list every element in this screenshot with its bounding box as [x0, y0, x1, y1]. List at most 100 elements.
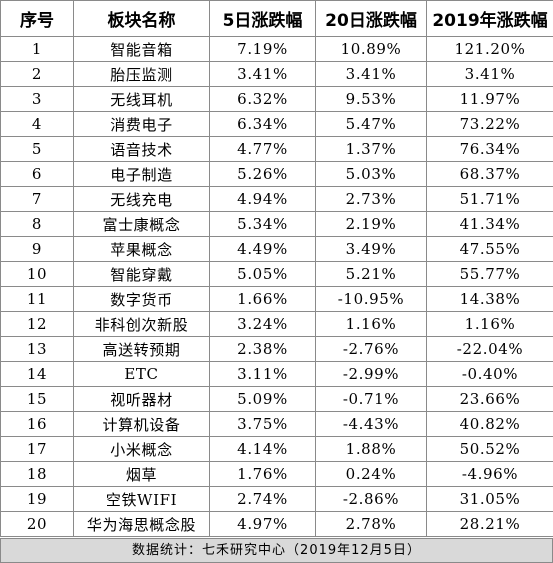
cell-2019-change: 121.20% — [427, 37, 553, 62]
cell-index: 10 — [1, 262, 74, 287]
cell-5day-change: 5.26% — [210, 162, 316, 187]
cell-20day-change: 2.78% — [316, 512, 427, 537]
cell-20day-change: -0.71% — [316, 387, 427, 412]
cell-2019-change: 23.66% — [427, 387, 553, 412]
cell-5day-change: 4.94% — [210, 187, 316, 212]
cell-index: 5 — [1, 137, 74, 162]
cell-index: 3 — [1, 87, 74, 112]
cell-sector-name: 华为海思概念股 — [74, 512, 210, 537]
cell-20day-change: -2.76% — [316, 337, 427, 362]
cell-sector-name: 智能穿戴 — [74, 262, 210, 287]
cell-sector-name: 苹果概念 — [74, 237, 210, 262]
cell-5day-change: 2.38% — [210, 337, 316, 362]
cell-20day-change: -10.95% — [316, 287, 427, 312]
cell-2019-change: 14.38% — [427, 287, 553, 312]
cell-2019-change: 3.41% — [427, 62, 553, 87]
cell-2019-change: 11.97% — [427, 87, 553, 112]
cell-5day-change: 5.05% — [210, 262, 316, 287]
header-20day-change: 20日涨跌幅 — [316, 1, 427, 37]
header-sector-name: 板块名称 — [74, 1, 210, 37]
cell-index: 15 — [1, 387, 74, 412]
table-header: 序号 板块名称 5日涨跌幅 20日涨跌幅 2019年涨跌幅 — [1, 1, 553, 37]
cell-2019-change: 40.82% — [427, 412, 553, 437]
cell-2019-change: -0.40% — [427, 362, 553, 387]
header-5day-change: 5日涨跌幅 — [210, 1, 316, 37]
cell-2019-change: 31.05% — [427, 487, 553, 512]
cell-20day-change: 1.88% — [316, 437, 427, 462]
cell-index: 18 — [1, 462, 74, 487]
cell-index: 9 — [1, 237, 74, 262]
cell-2019-change: 50.52% — [427, 437, 553, 462]
cell-5day-change: 4.77% — [210, 137, 316, 162]
cell-20day-change: 1.37% — [316, 137, 427, 162]
cell-2019-change: -22.04% — [427, 337, 553, 362]
cell-sector-name: 非科创次新股 — [74, 312, 210, 337]
cell-20day-change: 3.41% — [316, 62, 427, 87]
cell-5day-change: 5.34% — [210, 212, 316, 237]
cell-20day-change: 9.53% — [316, 87, 427, 112]
cell-2019-change: -4.96% — [427, 462, 553, 487]
cell-sector-name: 高送转预期 — [74, 337, 210, 362]
cell-20day-change: 1.16% — [316, 312, 427, 337]
cell-5day-change: 5.09% — [210, 387, 316, 412]
cell-20day-change: 5.03% — [316, 162, 427, 187]
cell-index: 16 — [1, 412, 74, 437]
cell-sector-name: 胎压监测 — [74, 62, 210, 87]
cell-20day-change: -2.86% — [316, 487, 427, 512]
cell-5day-change: 1.76% — [210, 462, 316, 487]
cell-index: 4 — [1, 112, 74, 137]
cell-2019-change: 28.21% — [427, 512, 553, 537]
cell-index: 20 — [1, 512, 74, 537]
cell-sector-name: ETC — [74, 362, 210, 387]
cell-sector-name: 无线充电 — [74, 187, 210, 212]
cell-sector-name: 烟草 — [74, 462, 210, 487]
cell-5day-change: 4.49% — [210, 237, 316, 262]
cell-5day-change: 3.24% — [210, 312, 316, 337]
cell-sector-name: 消费电子 — [74, 112, 210, 137]
cell-sector-name: 数字货币 — [74, 287, 210, 312]
cell-5day-change: 6.34% — [210, 112, 316, 137]
cell-sector-name: 计算机设备 — [74, 412, 210, 437]
data-source-footer: 数据统计：七禾研究中心（2019年12月5日） — [0, 538, 553, 563]
cell-5day-change: 3.11% — [210, 362, 316, 387]
cell-2019-change: 47.55% — [427, 237, 553, 262]
cell-2019-change: 76.34% — [427, 137, 553, 162]
cell-index: 2 — [1, 62, 74, 87]
cell-index: 1 — [1, 37, 74, 62]
cell-sector-name: 电子制造 — [74, 162, 210, 187]
cell-2019-change: 55.77% — [427, 262, 553, 287]
cell-index: 12 — [1, 312, 74, 337]
cell-20day-change: 3.49% — [316, 237, 427, 262]
cell-index: 8 — [1, 212, 74, 237]
cell-20day-change: 5.47% — [316, 112, 427, 137]
cell-5day-change: 6.32% — [210, 87, 316, 112]
header-index: 序号 — [1, 1, 74, 37]
cell-index: 17 — [1, 437, 74, 462]
cell-2019-change: 1.16% — [427, 312, 553, 337]
header-2019-change: 2019年涨跌幅 — [427, 1, 553, 37]
cell-20day-change: 5.21% — [316, 262, 427, 287]
cell-5day-change: 1.66% — [210, 287, 316, 312]
cell-20day-change: 0.24% — [316, 462, 427, 487]
cell-2019-change: 51.71% — [427, 187, 553, 212]
cell-sector-name: 小米概念 — [74, 437, 210, 462]
cell-20day-change: -4.43% — [316, 412, 427, 437]
cell-5day-change: 7.19% — [210, 37, 316, 62]
header-row: 序号 板块名称 5日涨跌幅 20日涨跌幅 2019年涨跌幅 — [1, 1, 553, 37]
cell-index: 7 — [1, 187, 74, 212]
